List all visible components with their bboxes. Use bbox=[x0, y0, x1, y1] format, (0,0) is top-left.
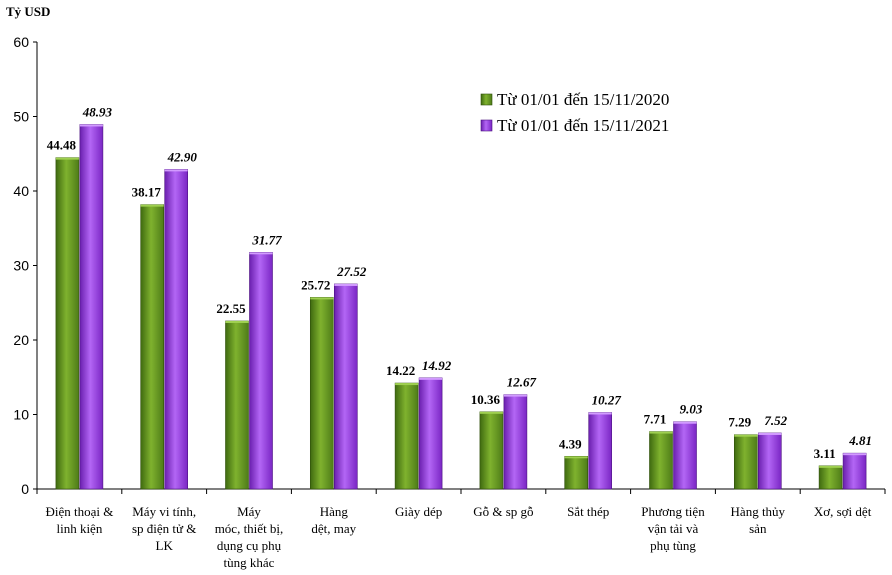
legend-label-series-2: Từ 01/01 đến 15/11/2021 bbox=[497, 116, 669, 135]
data-label-series-2-1: 42.90 bbox=[167, 149, 198, 164]
data-label-series-1-7: 7.71 bbox=[644, 412, 667, 427]
y-tick-label: 60 bbox=[13, 34, 29, 50]
category-label-1-line-0: Máy vi tính, bbox=[132, 504, 196, 519]
data-label-series-1-6: 4.39 bbox=[559, 436, 582, 451]
bar-series-2-4 bbox=[418, 377, 443, 490]
bar-cap-1-6 bbox=[564, 456, 588, 459]
bar-cap-1-3 bbox=[310, 297, 334, 300]
bar-cap-2-5 bbox=[503, 394, 527, 397]
data-labels: 44.48 48.93 38.17 42.90 22.55 31.77 25.72 27.52… bbox=[47, 104, 872, 460]
category-label-0-line-1: linh kiện bbox=[56, 521, 102, 536]
category-label-2-line-0: Máy bbox=[237, 504, 261, 519]
data-label-series-2-5: 12.67 bbox=[507, 375, 537, 390]
data-label-series-2-4: 14.92 bbox=[422, 358, 452, 373]
y-tick-label: 20 bbox=[13, 332, 29, 348]
bar-cap-2-3 bbox=[334, 283, 358, 286]
bar-cap-2-6 bbox=[588, 412, 612, 415]
bar-series-1-7 bbox=[649, 431, 673, 490]
y-tick-label: 40 bbox=[13, 183, 29, 199]
bar-cap-1-1 bbox=[140, 204, 164, 207]
bar-cap-2-9 bbox=[843, 453, 867, 456]
data-label-series-2-9: 4.81 bbox=[848, 433, 872, 448]
category-label-2-line-3: tùng khác bbox=[224, 555, 275, 570]
bars bbox=[55, 124, 867, 490]
bar-series-1-4 bbox=[394, 382, 419, 490]
category-label-2-line-2: dụng cụ phụ bbox=[217, 538, 282, 553]
bar-series-2-8 bbox=[757, 432, 782, 490]
category-label-2-line-1: móc, thiết bị, bbox=[215, 521, 284, 536]
bar-series-2-0 bbox=[79, 124, 104, 490]
bar-cap-2-2 bbox=[249, 252, 273, 255]
data-label-series-2-6: 10.27 bbox=[592, 392, 622, 407]
data-label-series-2-3: 27.52 bbox=[336, 264, 367, 279]
category-label-7-line-0: Phương tiện bbox=[641, 504, 705, 519]
legend-swatch-series-2 bbox=[480, 119, 493, 132]
bar-series-1-0 bbox=[55, 157, 80, 490]
data-label-series-1-8: 7.29 bbox=[728, 415, 751, 430]
bar-series-2-9 bbox=[842, 452, 867, 490]
data-label-series-2-8: 7.52 bbox=[764, 413, 787, 428]
data-label-series-1-0: 44.48 bbox=[47, 138, 77, 153]
bar-series-2-3 bbox=[333, 283, 358, 490]
bar-cap-2-7 bbox=[673, 421, 697, 424]
legend-label-series-1: Từ 01/01 đến 15/11/2020 bbox=[497, 90, 669, 109]
bar-series-1-1 bbox=[140, 204, 164, 490]
data-label-series-1-2: 22.55 bbox=[216, 301, 246, 316]
legend-swatch-series-1 bbox=[480, 93, 493, 106]
category-label-3-line-0: Hàng bbox=[320, 504, 349, 519]
data-label-series-1-1: 38.17 bbox=[132, 185, 162, 200]
data-label-series-2-7: 9.03 bbox=[680, 402, 703, 417]
category-label-6-line-0: Sắt thép bbox=[567, 504, 609, 519]
data-label-series-1-3: 25.72 bbox=[301, 277, 330, 292]
bar-cap-2-1 bbox=[164, 169, 188, 172]
category-label-7-line-2: phụ tùng bbox=[650, 538, 696, 553]
bar-series-1-2 bbox=[225, 320, 249, 490]
bar-cap-1-8 bbox=[734, 434, 758, 437]
bar-series-1-5 bbox=[479, 411, 504, 490]
category-label-4-line-0: Giày dép bbox=[395, 504, 442, 519]
bar-cap-1-9 bbox=[819, 465, 843, 468]
bar-cap-2-8 bbox=[758, 432, 782, 435]
data-label-series-2-2: 31.77 bbox=[251, 232, 282, 247]
bar-series-1-6 bbox=[564, 455, 589, 490]
bar-cap-1-0 bbox=[55, 157, 79, 160]
bar-series-2-5 bbox=[503, 394, 528, 490]
y-tick-label: 50 bbox=[13, 109, 29, 125]
data-label-series-1-4: 14.22 bbox=[386, 363, 415, 378]
category-label-1-line-1: sp điện tử & bbox=[132, 521, 196, 536]
category-label-8-line-1: sản bbox=[749, 521, 767, 536]
bar-cap-2-4 bbox=[419, 377, 443, 380]
category-label-7-line-1: vận tải và bbox=[648, 521, 699, 536]
category-label-5-line-0: Gỗ & sp gỗ bbox=[473, 504, 533, 519]
bar-series-2-2 bbox=[249, 252, 273, 490]
legend: Từ 01/01 đến 15/11/2020 Từ 01/01 đến 15/1… bbox=[480, 90, 669, 135]
y-tick-label: 0 bbox=[21, 481, 29, 497]
bar-cap-1-5 bbox=[479, 411, 503, 414]
y-axis-unit-label: Tỷ USD bbox=[6, 4, 50, 19]
category-label-3-line-1: dệt, may bbox=[311, 521, 356, 536]
y-tick-label: 10 bbox=[13, 407, 29, 423]
category-label-0-line-0: Điện thoại & bbox=[45, 504, 113, 519]
bar-cap-1-2 bbox=[225, 321, 249, 324]
category-label-8-line-0: Hàng thủy bbox=[731, 504, 786, 519]
category-labels: Điện thoại & linh kiện Máy vi tính, sp điện… bbox=[45, 504, 871, 570]
data-label-series-2-0: 48.93 bbox=[82, 104, 113, 119]
data-label-series-1-5: 10.36 bbox=[471, 392, 501, 407]
y-tick-label: 30 bbox=[13, 258, 29, 274]
data-label-series-1-9: 3.11 bbox=[814, 446, 836, 461]
bar-series-2-6 bbox=[588, 412, 613, 490]
bar-series-2-7 bbox=[673, 421, 697, 490]
bar-cap-1-4 bbox=[395, 383, 419, 386]
bar-series-1-3 bbox=[309, 297, 334, 490]
category-label-9-line-0: Xơ, sợi dệt bbox=[814, 504, 872, 519]
bar-series-1-9 bbox=[818, 465, 843, 490]
bar-series-2-1 bbox=[164, 169, 188, 490]
bar-cap-1-7 bbox=[649, 431, 673, 434]
bar-series-1-8 bbox=[733, 434, 758, 490]
bar-cap-2-0 bbox=[79, 124, 103, 127]
category-label-1-line-2: LK bbox=[156, 538, 174, 553]
